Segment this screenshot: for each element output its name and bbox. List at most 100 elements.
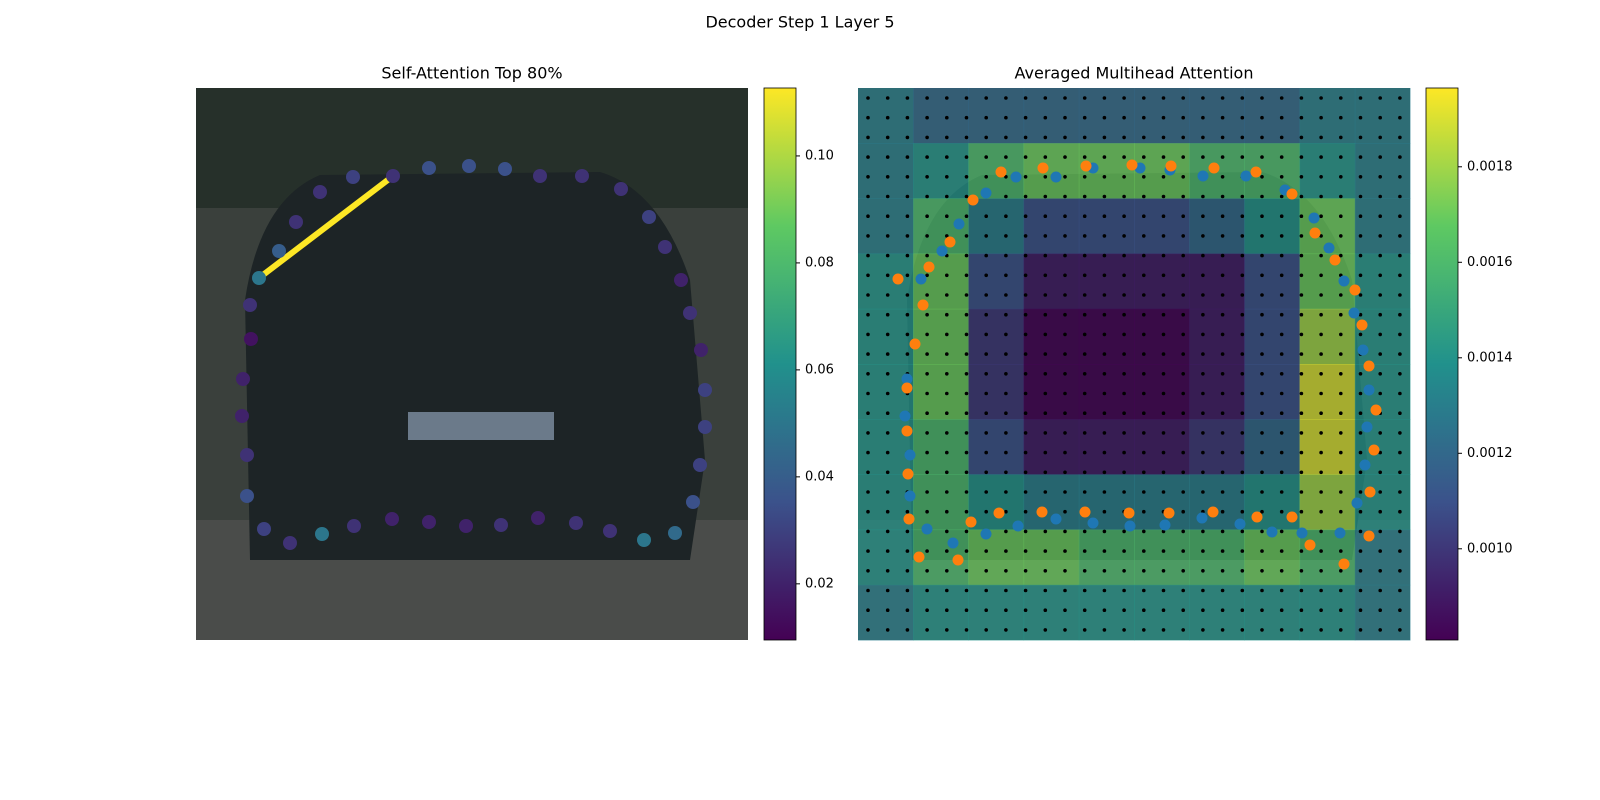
reference-dot	[984, 549, 988, 553]
reference-dot	[1181, 96, 1185, 100]
reference-dot	[1082, 588, 1087, 593]
point	[913, 551, 925, 563]
reference-dot	[964, 549, 969, 553]
heat-cell	[1023, 253, 1080, 310]
reference-dot	[1004, 253, 1008, 258]
point	[965, 516, 977, 528]
reference-dot	[1023, 509, 1028, 514]
heat-cell	[858, 88, 914, 144]
reference-dot	[964, 234, 969, 238]
reference-dot	[1161, 96, 1166, 100]
heat-cell	[913, 419, 969, 475]
reference-dot	[1378, 175, 1382, 179]
reference-dot	[1161, 411, 1166, 416]
reference-dot	[925, 588, 929, 593]
reference-dot	[1319, 431, 1323, 435]
heat-cell	[968, 198, 1025, 255]
point	[917, 299, 929, 311]
reference-dot	[1004, 490, 1008, 494]
reference-dot	[866, 194, 870, 199]
heat-cell	[1244, 88, 1301, 144]
reference-dot	[1142, 96, 1146, 100]
reference-dot	[1161, 115, 1166, 120]
reference-dot	[964, 569, 969, 573]
reference-dot	[1260, 490, 1264, 494]
reference-dot	[1378, 450, 1382, 455]
reference-dot	[1378, 529, 1382, 534]
reference-dot	[1260, 115, 1264, 120]
reference-dot	[1220, 431, 1225, 435]
reference-dot	[1201, 391, 1205, 396]
heat-cell	[858, 198, 914, 255]
reference-dot	[1181, 253, 1185, 258]
reference-dot	[1102, 194, 1107, 199]
reference-dot	[964, 509, 969, 514]
reference-dot	[1161, 549, 1166, 553]
reference-dot	[1319, 529, 1323, 534]
reference-dot	[1398, 431, 1402, 435]
reference-dot	[1201, 549, 1205, 553]
point	[1368, 444, 1380, 456]
reference-dot	[885, 628, 890, 632]
reference-dot	[1319, 549, 1323, 553]
reference-dot	[925, 312, 929, 317]
point	[1126, 159, 1138, 171]
reference-dot	[1220, 214, 1225, 218]
reference-dot	[1220, 234, 1225, 238]
reference-dot	[1299, 608, 1304, 612]
reference-dot	[1043, 352, 1048, 356]
heat-cell	[1134, 198, 1190, 255]
reference-dot	[1220, 293, 1225, 297]
point	[386, 169, 400, 183]
reference-dot	[925, 214, 929, 218]
point	[936, 245, 948, 257]
point	[1079, 506, 1091, 518]
reference-dot	[1043, 135, 1048, 140]
reference-dot	[1319, 372, 1323, 376]
point	[1364, 486, 1376, 498]
reference-dot	[1122, 234, 1126, 238]
heat-cell	[1354, 529, 1411, 586]
point	[980, 187, 992, 199]
reference-dot	[1063, 529, 1067, 534]
reference-dot	[1181, 293, 1185, 297]
reference-dot	[1122, 529, 1126, 534]
reference-dot	[1279, 372, 1284, 376]
reference-dot	[866, 608, 870, 612]
reference-dot	[1142, 470, 1146, 475]
reference-dot	[1181, 115, 1185, 120]
attention-link	[257, 173, 395, 281]
reference-dot	[866, 470, 870, 475]
reference-dot	[1122, 391, 1126, 396]
reference-dot	[1240, 372, 1245, 376]
reference-dot	[1043, 490, 1048, 494]
reference-dot	[885, 234, 890, 238]
reference-dot	[1004, 569, 1008, 573]
reference-dot	[1043, 411, 1048, 416]
reference-dot	[1240, 194, 1245, 199]
reference-dot	[1299, 115, 1304, 120]
reference-dot	[1142, 549, 1146, 553]
reference-dot	[925, 155, 929, 159]
reference-dot	[1220, 135, 1225, 140]
heat-cell	[968, 88, 1025, 144]
reference-dot	[885, 96, 890, 100]
reference-dot	[1023, 332, 1028, 337]
reference-dot	[905, 293, 910, 297]
reference-dot	[1378, 588, 1382, 593]
reference-dot	[1319, 490, 1323, 494]
reference-dot	[1181, 273, 1185, 278]
reference-dot	[1398, 391, 1402, 396]
reference-dot	[1122, 96, 1126, 100]
reference-dot	[1161, 431, 1166, 435]
reference-dot	[1279, 312, 1284, 317]
reference-dot	[1023, 175, 1028, 179]
reference-dot	[1102, 490, 1107, 494]
reference-dot	[905, 588, 910, 593]
reference-dot	[866, 293, 870, 297]
reference-dot	[1142, 588, 1146, 593]
reference-dot	[1181, 529, 1185, 534]
reference-dot	[1279, 549, 1284, 553]
reference-dot	[1004, 588, 1008, 593]
point	[1349, 284, 1361, 296]
